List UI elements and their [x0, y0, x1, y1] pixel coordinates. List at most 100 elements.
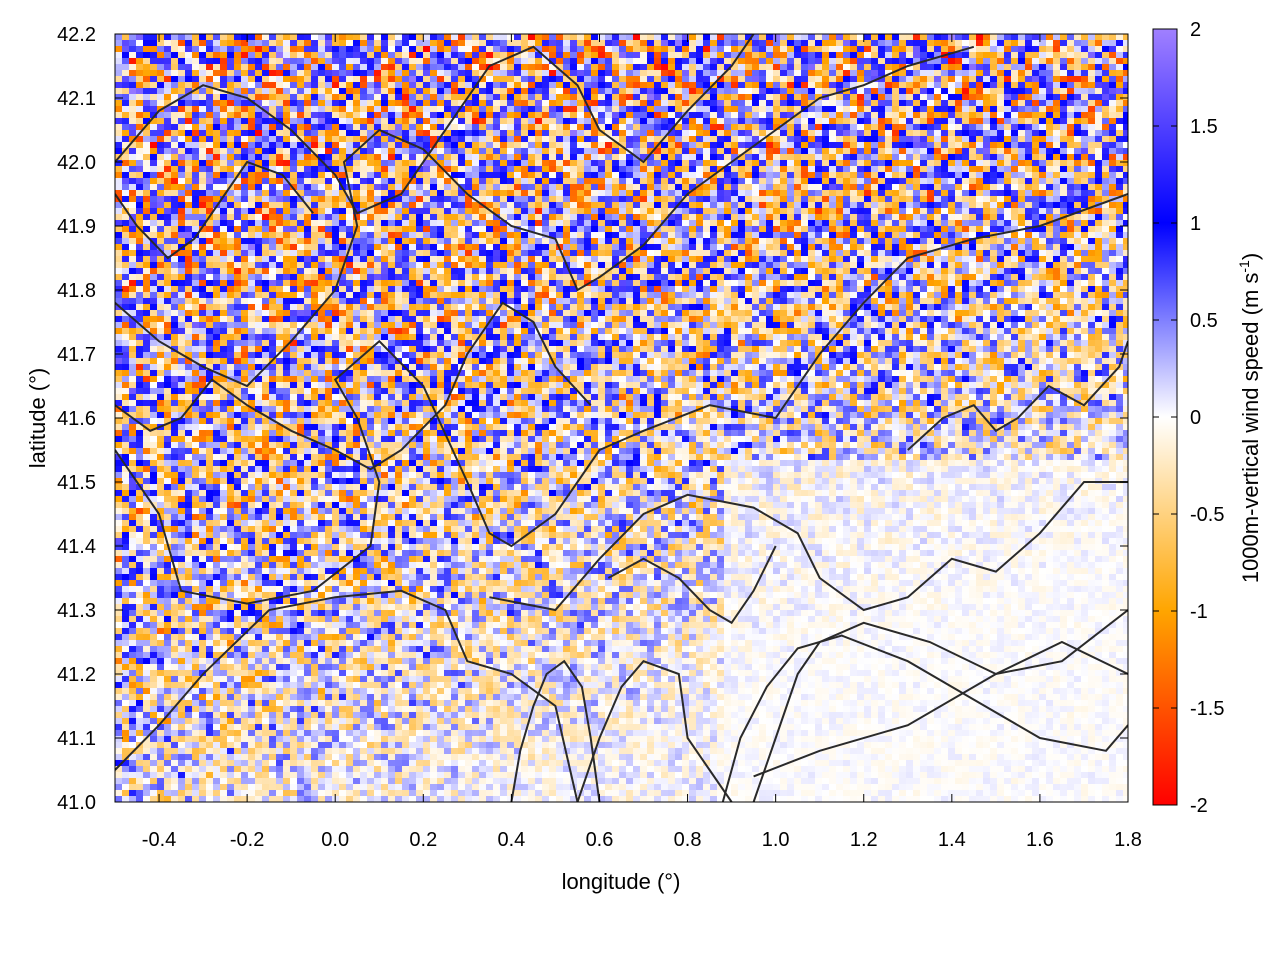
heatmap-cell — [262, 58, 270, 65]
heatmap-cell — [983, 112, 991, 119]
heatmap-cell — [1018, 220, 1026, 227]
heatmap-cell — [871, 82, 879, 89]
heatmap-cell — [1039, 178, 1047, 185]
heatmap-cell — [892, 202, 900, 209]
heatmap-cell — [458, 208, 466, 215]
heatmap-cell — [801, 76, 809, 83]
heatmap-cell — [129, 232, 137, 239]
heatmap-cell — [171, 226, 179, 233]
heatmap-cell — [1116, 76, 1124, 83]
heatmap-cell — [556, 106, 564, 113]
heatmap-cell — [262, 34, 270, 41]
heatmap-cell — [423, 118, 431, 125]
heatmap-cell — [416, 136, 424, 143]
heatmap-cell — [1025, 40, 1033, 47]
heatmap-cell — [472, 232, 480, 239]
heatmap-cell — [759, 178, 767, 185]
heatmap-cell — [892, 148, 900, 155]
heatmap-cell — [1025, 64, 1033, 71]
heatmap-cell — [472, 106, 480, 113]
heatmap-cell — [122, 94, 130, 101]
heatmap-cell — [157, 160, 165, 167]
heatmap-cell — [164, 142, 172, 149]
heatmap-cell — [1046, 202, 1054, 209]
heatmap-cell — [493, 160, 501, 167]
heatmap-cell — [353, 112, 361, 119]
heatmap-cell — [843, 184, 851, 191]
heatmap-cell — [857, 94, 865, 101]
heatmap-cell — [1067, 130, 1075, 137]
heatmap-cell — [283, 214, 291, 221]
heatmap-cell — [304, 214, 312, 221]
heatmap-cell — [605, 208, 613, 215]
heatmap-cell — [612, 46, 620, 53]
heatmap-cell — [493, 136, 501, 143]
heatmap-cell — [234, 34, 242, 41]
heatmap-cell — [983, 190, 991, 197]
heatmap-cell — [1060, 58, 1068, 65]
heatmap-cell — [654, 58, 662, 65]
heatmap-cell — [1109, 178, 1117, 185]
heatmap-cell — [164, 226, 172, 233]
heatmap-cell — [1088, 232, 1096, 239]
heatmap-cell — [703, 220, 711, 227]
heatmap-cell — [304, 208, 312, 215]
heatmap-cell — [780, 178, 788, 185]
heatmap-cell — [619, 34, 627, 41]
heatmap-cell — [255, 124, 263, 131]
heatmap-cell — [626, 94, 634, 101]
heatmap-cell — [689, 190, 697, 197]
heatmap-cell — [962, 136, 970, 143]
heatmap-cell — [479, 58, 487, 65]
heatmap-cell — [591, 82, 599, 89]
heatmap-cell — [430, 238, 438, 245]
heatmap-cell — [899, 160, 907, 167]
heatmap-cell — [591, 202, 599, 209]
heatmap-cell — [738, 220, 746, 227]
heatmap-cell — [738, 64, 746, 71]
heatmap-cell — [661, 58, 669, 65]
heatmap-cell — [1046, 136, 1054, 143]
heatmap-cell — [451, 184, 459, 191]
heatmap-cell — [416, 226, 424, 233]
heatmap-cell — [241, 136, 249, 143]
heatmap-cell — [927, 34, 935, 41]
heatmap-cell — [206, 130, 214, 137]
heatmap-cell — [962, 58, 970, 65]
heatmap-cell — [283, 196, 291, 203]
heatmap-cell — [556, 142, 564, 149]
heatmap-cell — [654, 166, 662, 173]
heatmap-cell — [451, 46, 459, 53]
heatmap-cell — [668, 40, 676, 47]
heatmap-cell — [339, 64, 347, 71]
heatmap-cell — [1032, 88, 1040, 95]
heatmap-cell — [633, 88, 641, 95]
heatmap-cell — [367, 184, 375, 191]
heatmap-cell — [892, 82, 900, 89]
heatmap-cell — [717, 178, 725, 185]
heatmap-cell — [752, 160, 760, 167]
heatmap-cell — [584, 82, 592, 89]
heatmap-cell — [514, 226, 522, 233]
heatmap-cell — [766, 76, 774, 83]
heatmap-cell — [122, 184, 130, 191]
heatmap-cell — [486, 202, 494, 209]
heatmap-cell — [1025, 214, 1033, 221]
heatmap-cell — [633, 106, 641, 113]
heatmap-cell — [801, 226, 809, 233]
heatmap-cell — [878, 100, 886, 107]
heatmap-cell — [430, 136, 438, 143]
heatmap-cell — [262, 112, 270, 119]
heatmap-cell — [976, 178, 984, 185]
heatmap-cell — [913, 70, 921, 77]
heatmap-cell — [591, 232, 599, 239]
heatmap-cell — [612, 226, 620, 233]
heatmap-cell — [115, 46, 123, 53]
heatmap-cell — [1011, 64, 1019, 71]
heatmap-cell — [353, 100, 361, 107]
heatmap-cell — [976, 82, 984, 89]
heatmap-cell — [892, 118, 900, 125]
heatmap-cell — [437, 58, 445, 65]
heatmap-cell — [899, 202, 907, 209]
heatmap-cell — [577, 34, 585, 41]
